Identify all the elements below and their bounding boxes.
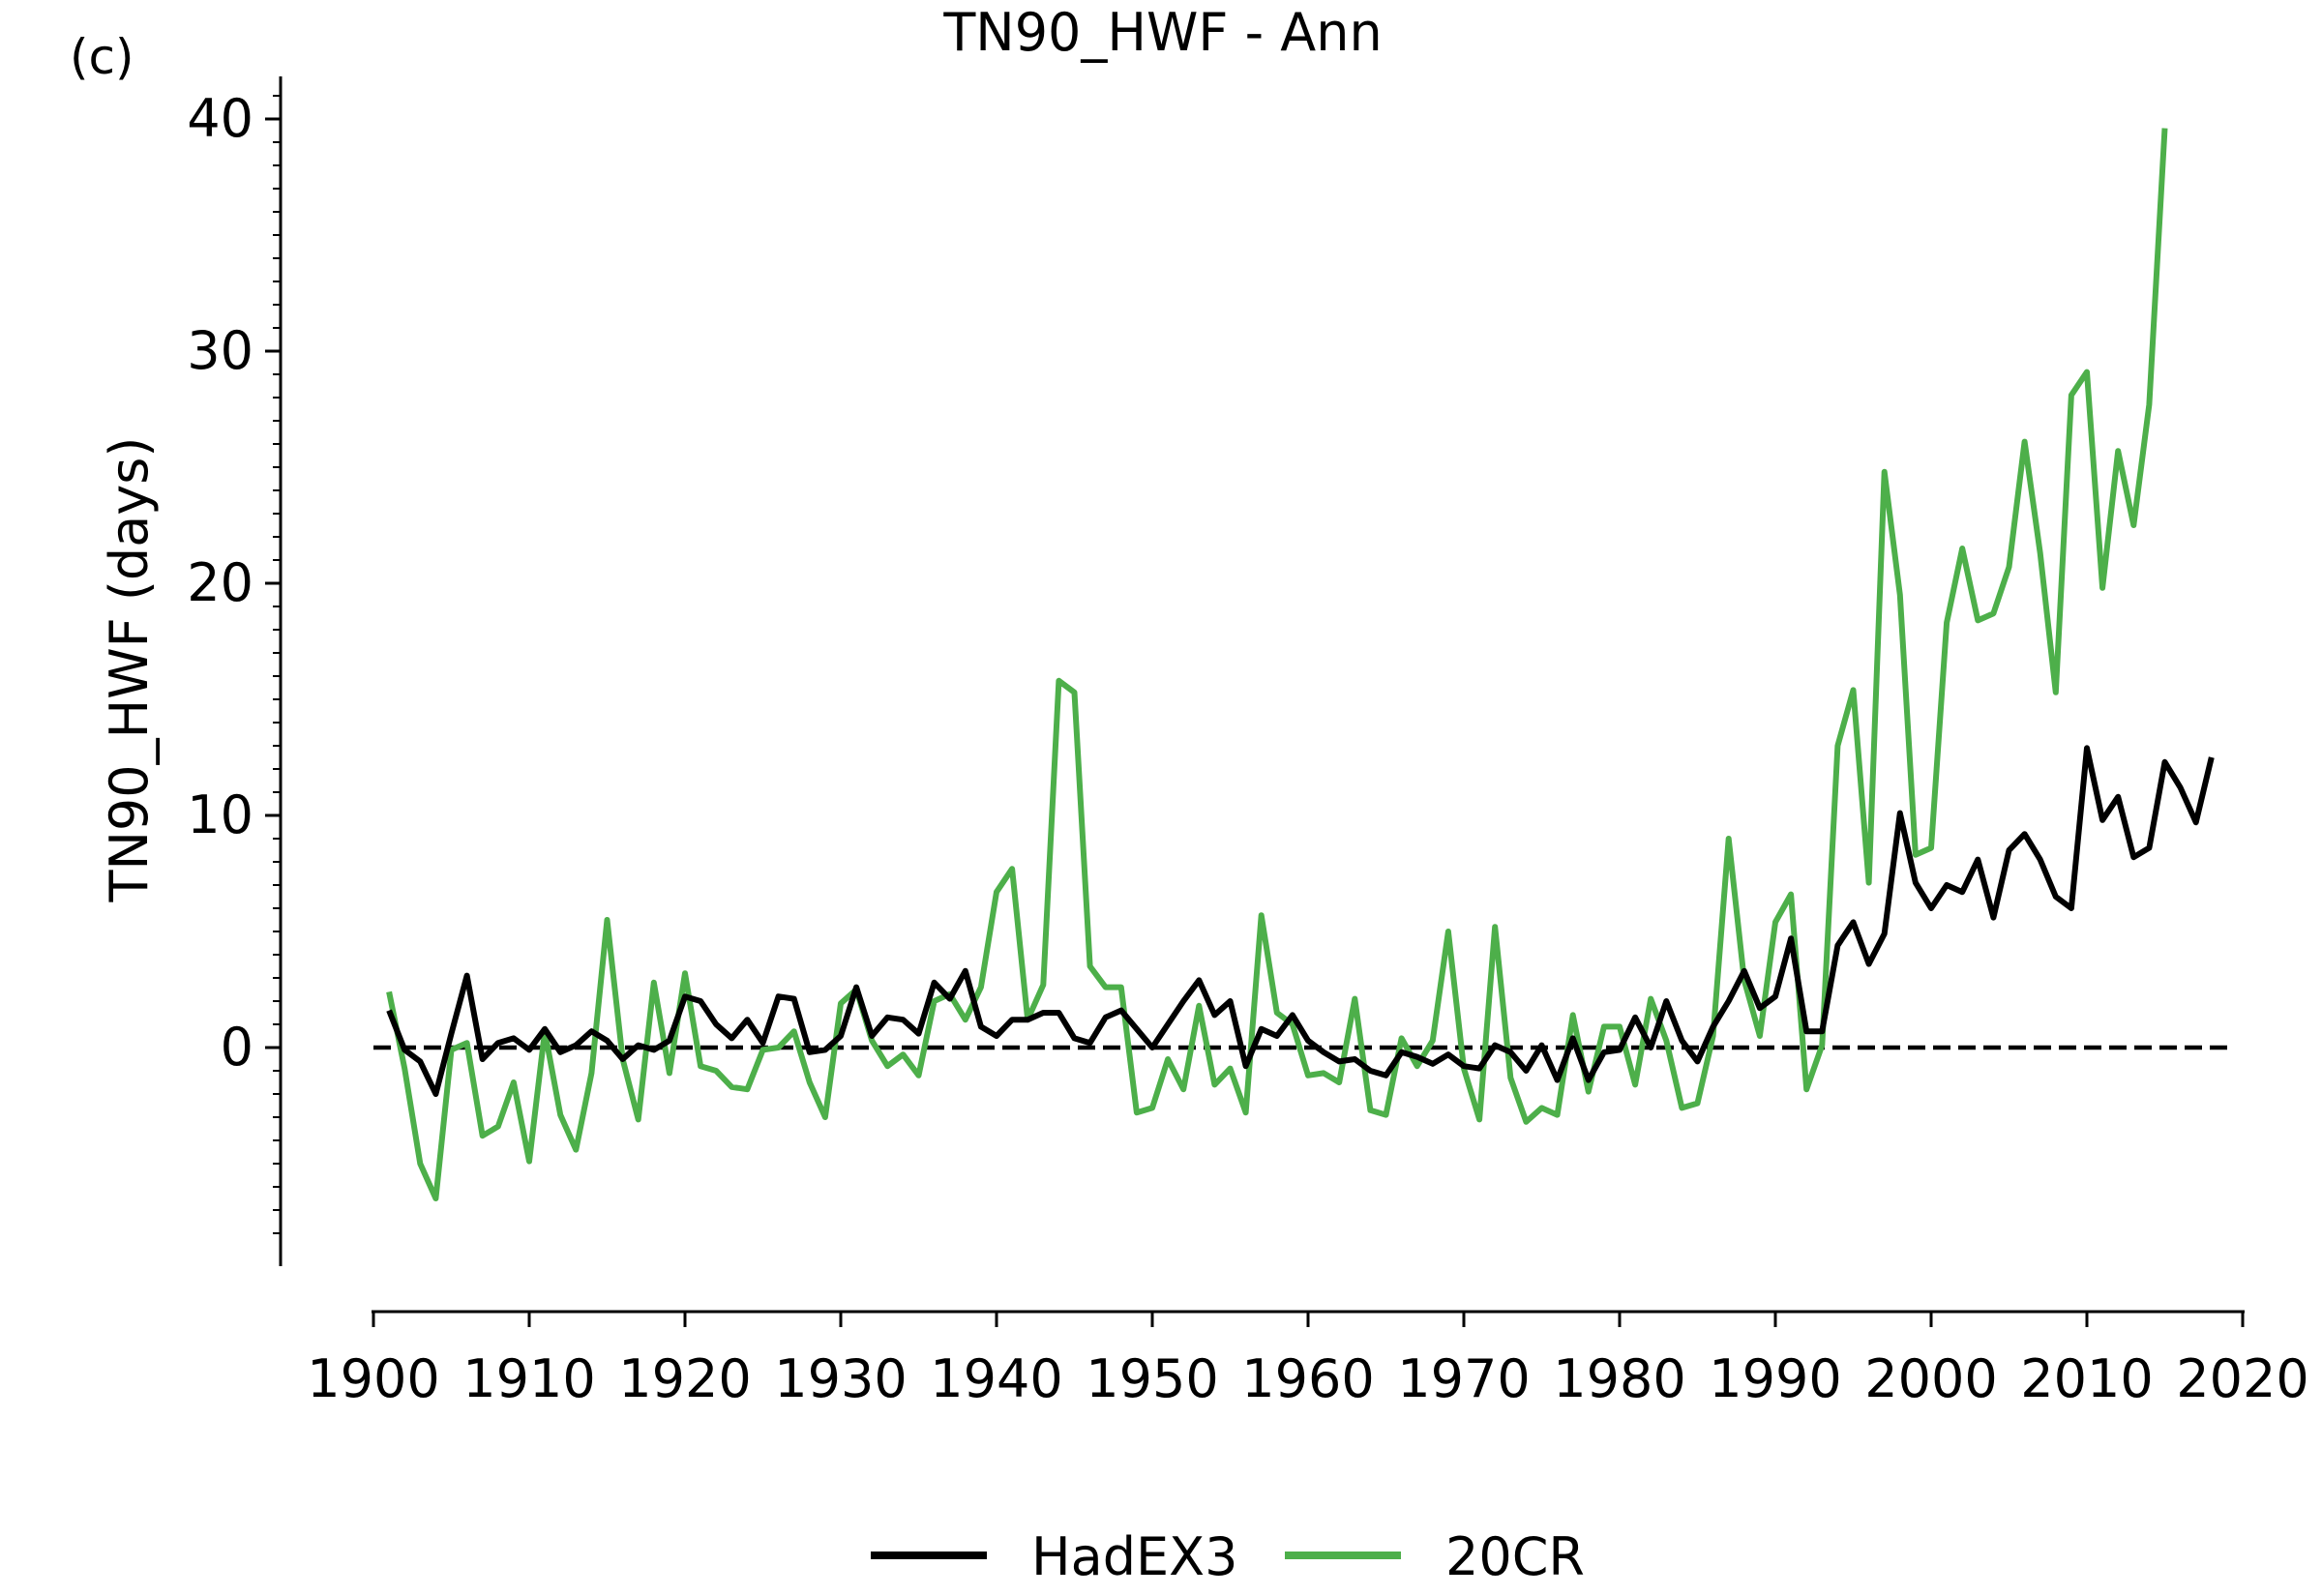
x-tick-label: 1980 <box>1553 1348 1685 1409</box>
x-tick-label: 2020 <box>2176 1348 2308 1409</box>
x-tick-label: 1930 <box>774 1348 907 1409</box>
x-tick-label: 1910 <box>462 1348 595 1409</box>
legend: HadEX3 20CR <box>871 1526 1585 1587</box>
y-tick-label: 0 <box>221 1017 253 1078</box>
legend-label: HadEX3 <box>1031 1526 1237 1587</box>
x-tick-label: 1950 <box>1086 1348 1218 1409</box>
x-tick-label: 1940 <box>930 1348 1062 1409</box>
legend-item-20cr: 20CR <box>1285 1526 1585 1587</box>
series-layer <box>386 128 2215 1201</box>
x-tick-label: 1900 <box>307 1348 439 1409</box>
x-tick-label: 1990 <box>1709 1348 1841 1409</box>
legend-item-hadex3: HadEX3 <box>871 1526 1237 1587</box>
x-tick-label: 2000 <box>1864 1348 1997 1409</box>
legend-label: 20CR <box>1445 1526 1585 1587</box>
series-line <box>386 128 2168 1201</box>
x-axis: 1900 1910 1920 1930 1940 1950 1960 1970 1980 1990… <box>307 1310 2309 1409</box>
y-axis: 0 10 20 30 40 <box>187 76 283 1266</box>
y-tick-label: 30 <box>187 320 253 381</box>
panel-label: (c) <box>70 29 134 85</box>
y-tick-label: 20 <box>187 552 253 613</box>
y-axis-label: TN90_HWF (days) <box>99 437 160 903</box>
x-tick-label: 1960 <box>1241 1348 1374 1409</box>
y-tick-label: 10 <box>187 784 253 845</box>
chart-title: TN90_HWF - Ann <box>942 2 1382 63</box>
series-hadex3 <box>386 745 2215 1097</box>
x-tick-label: 1970 <box>1397 1348 1530 1409</box>
y-tick-label: 40 <box>187 88 253 149</box>
x-tick-label: 2010 <box>2020 1348 2153 1409</box>
series-line <box>386 745 2215 1097</box>
series-20cr <box>386 128 2168 1201</box>
x-tick-label: 1920 <box>618 1348 751 1409</box>
